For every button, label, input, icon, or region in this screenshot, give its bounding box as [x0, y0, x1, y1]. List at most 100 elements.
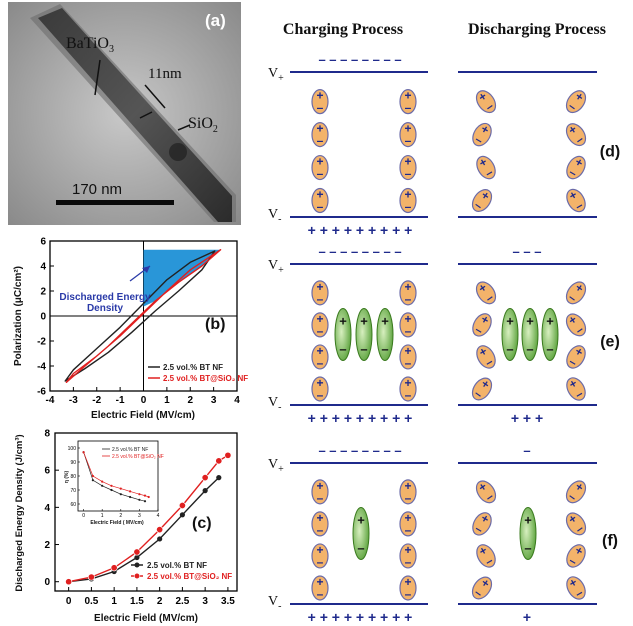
inset-point-bt [110, 488, 113, 492]
y-tick-label: 4 [44, 503, 50, 514]
svg-text:–: – [360, 342, 367, 357]
inset-x-tick-label: 4 [157, 513, 160, 519]
dipole: +– [566, 575, 586, 601]
svg-text:+: + [404, 122, 411, 136]
point-bt-sio2 [87, 573, 95, 581]
x-tick-label: 3.5 [221, 596, 235, 607]
dipole: +– [566, 376, 586, 402]
svg-text:+: + [339, 314, 347, 329]
scale-bar-label: 170 nm [72, 181, 122, 198]
y-tick-label: 8 [44, 429, 50, 440]
svg-text:–: – [381, 342, 388, 357]
x-tick-label: 0.5 [84, 596, 98, 607]
legend-bt-sio2: 2.5 vol.% BT@SiO₂ NF [163, 374, 248, 383]
x-tick-label: 3 [202, 596, 208, 607]
y-tick-label: -6 [37, 387, 46, 398]
panel-b-xlabel: Electric Field (MV/cm) [91, 410, 195, 421]
y-tick-label: 0 [44, 577, 50, 588]
interface-dipole: +– [501, 308, 519, 361]
schematic-row-1: V+V-– – – – – – – –+ + + + + + + + +– – … [268, 244, 620, 426]
interface-dipole: +– [334, 308, 352, 361]
dipole: +– [311, 280, 329, 306]
svg-text:+: + [316, 89, 323, 103]
inset-x-tick-label: 1 [101, 513, 104, 519]
point-bt [179, 512, 185, 518]
dipole: +– [399, 89, 417, 115]
scale-bar [56, 200, 174, 205]
point-bt [202, 488, 208, 494]
inset-point-bt-sio2 [128, 490, 132, 493]
point-bt-sio2 [65, 578, 73, 586]
svg-text:+: + [546, 314, 554, 329]
svg-text:–: – [317, 491, 324, 505]
dipole: +– [472, 188, 493, 213]
dipole: +– [566, 188, 586, 213]
x-tick-label: 0 [141, 395, 147, 406]
inset-y-tick-label: 60 [70, 502, 76, 508]
x-tick-label: -4 [46, 395, 55, 406]
svg-text:–: – [317, 555, 324, 569]
dipole: +– [566, 543, 586, 569]
svg-text:+: + [316, 344, 323, 358]
label-batio3: BaTiO3 [66, 35, 114, 55]
loop-bt [64, 250, 216, 382]
dipole: +– [311, 89, 329, 115]
charges-bottom-charging: + + + + + + + + + [308, 609, 413, 625]
panel-b-legend: 2.5 vol.% BT NF 2.5 vol.% BT@SiO₂ NF [148, 363, 248, 383]
svg-text:–: – [405, 101, 412, 115]
x-tick-label: 4 [234, 395, 240, 406]
svg-text:–: – [339, 342, 346, 357]
inset-point-bt-sio2 [147, 495, 150, 499]
dipole: +– [399, 543, 417, 569]
inset-ylabel: η (%) [64, 471, 70, 484]
y-tick-label: 4 [40, 262, 46, 273]
inset-point-bt [138, 498, 141, 501]
svg-text:+: + [381, 314, 389, 329]
v-plus-label: V+ [268, 457, 284, 475]
v-plus-label: V+ [268, 258, 284, 276]
inset-point-bt-sio2 [110, 484, 113, 487]
svg-text:–: – [405, 491, 412, 505]
inset-x-tick-label: 0 [82, 513, 85, 519]
dipole: +– [399, 280, 417, 306]
dipole: +– [399, 376, 417, 402]
y-tick-label: 2 [44, 540, 50, 551]
x-tick-label: -3 [69, 395, 78, 406]
svg-text:–: – [405, 388, 412, 402]
panel-a-label: (a) [205, 11, 226, 30]
dipole: +– [311, 155, 329, 181]
y-tick-label: -4 [37, 362, 46, 373]
dipole: +– [399, 511, 417, 537]
schematic-panels: Charging Process Discharging Process V+ V… [268, 21, 620, 625]
dipole: +– [399, 155, 417, 181]
inset-y-tick-label: 90 [70, 460, 76, 466]
loop-bt-sio2 [65, 249, 222, 383]
dipole: +– [399, 479, 417, 505]
inset-point-bt-sio2 [91, 474, 94, 478]
dipole: +– [472, 575, 493, 600]
point-bt-sio2 [201, 474, 209, 482]
svg-text:–: – [405, 134, 412, 148]
inset-y-tick-label: 80 [70, 474, 76, 480]
interface-dipole: +– [541, 308, 559, 361]
v-minus-label: V- [268, 594, 281, 612]
svg-text:+: + [316, 188, 323, 202]
svg-text:–: – [317, 101, 324, 115]
dipole: +– [399, 344, 417, 370]
dipole: +– [472, 376, 493, 401]
inset-y-tick-label: 100 [68, 446, 77, 452]
svg-text:–: – [405, 523, 412, 537]
svg-text:+: + [404, 543, 411, 557]
legend-bt-sio2: 2.5 vol.% BT@SiO₂ NF [147, 572, 232, 581]
svg-text:+: + [404, 344, 411, 358]
dipole: +– [566, 312, 587, 337]
charges-bottom-discharging: + + + [511, 410, 543, 426]
charges-top-charging: – – – – – – – – [318, 443, 401, 458]
inset-point-bt-sio2 [82, 451, 85, 454]
svg-text:–: – [524, 541, 531, 556]
inset-point-bt [119, 493, 122, 496]
svg-text:–: – [317, 388, 324, 402]
svg-text:–: – [405, 555, 412, 569]
